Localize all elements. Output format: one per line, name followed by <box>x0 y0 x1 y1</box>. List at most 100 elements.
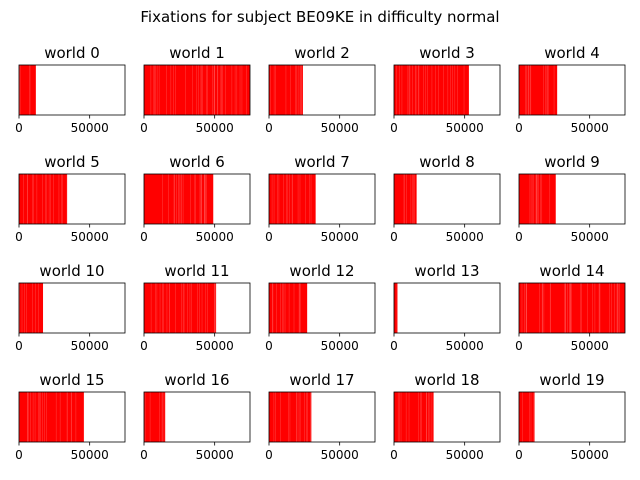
x-tick-label: 0 <box>15 448 23 462</box>
panel-world-19: world 19 0 50000 <box>515 371 626 462</box>
panel-world-10: world 10 0 50000 <box>15 262 126 353</box>
panel-title: world 8 <box>419 153 475 171</box>
axes-frame <box>18 391 126 443</box>
panel-world-7: world 7 0 50000 <box>265 153 376 244</box>
fixation-bar <box>19 392 85 442</box>
x-tick-label: 50000 <box>71 339 109 353</box>
fixation-bar <box>144 283 217 333</box>
panel-title: world 5 <box>44 153 100 171</box>
x-tick-label: 50000 <box>446 121 484 135</box>
panel-title: world 11 <box>164 262 229 280</box>
axes-frame <box>518 391 626 443</box>
axes-frame <box>18 282 126 334</box>
x-tick-label: 50000 <box>321 121 359 135</box>
panel-title: world 19 <box>539 371 604 389</box>
panel-title: world 12 <box>289 262 354 280</box>
panel-title: world 13 <box>414 262 479 280</box>
panel-title: world 14 <box>539 262 604 280</box>
x-tick-label: 0 <box>515 339 523 353</box>
x-tick-label: 0 <box>515 448 523 462</box>
panel-world-12: world 12 0 50000 <box>265 262 376 353</box>
panel-title: world 6 <box>169 153 225 171</box>
axes-frame <box>143 391 251 443</box>
fixation-bar <box>19 65 36 115</box>
panel-world-13: world 13 0 50000 <box>390 262 501 353</box>
fixation-bar <box>394 65 469 115</box>
panel-world-3: world 3 0 50000 <box>390 44 501 135</box>
panel-title: world 7 <box>294 153 350 171</box>
x-tick-label: 0 <box>15 121 23 135</box>
panel-title: world 15 <box>39 371 104 389</box>
x-tick-label: 0 <box>390 448 398 462</box>
fixation-bar <box>269 283 308 333</box>
x-tick-label: 0 <box>515 230 523 244</box>
x-tick-label: 0 <box>390 339 398 353</box>
x-tick-label: 0 <box>265 121 273 135</box>
fixation-bar <box>19 174 68 224</box>
panel-world-0: world 0 0 50000 <box>15 44 126 135</box>
axes-frame <box>268 64 376 116</box>
panel-world-16: world 16 0 50000 <box>140 371 251 462</box>
x-tick-label: 50000 <box>321 448 359 462</box>
x-tick-label: 0 <box>140 230 148 244</box>
x-tick-label: 0 <box>140 448 148 462</box>
chart-title: Fixations for subject BE09KE in difficul… <box>140 8 499 26</box>
x-tick-label: 50000 <box>571 339 609 353</box>
x-tick-label: 0 <box>140 339 148 353</box>
panel-title: world 17 <box>289 371 354 389</box>
fixation-bar <box>519 392 535 442</box>
axes-frame <box>143 282 251 334</box>
axes-frame <box>268 391 376 443</box>
panel-title: world 4 <box>544 44 600 62</box>
x-tick-label: 0 <box>15 339 23 353</box>
x-tick-label: 50000 <box>71 121 109 135</box>
axes-frame <box>393 64 501 116</box>
axes-frame <box>18 64 126 116</box>
panel-world-8: world 8 0 50000 <box>390 153 501 244</box>
panel-title: world 18 <box>414 371 479 389</box>
panel-title: world 0 <box>44 44 100 62</box>
x-tick-label: 50000 <box>571 448 609 462</box>
axes-frame <box>268 282 376 334</box>
panel-title: world 2 <box>294 44 350 62</box>
x-tick-label: 0 <box>515 121 523 135</box>
x-tick-label: 50000 <box>446 339 484 353</box>
axes-frame <box>518 64 626 116</box>
axes-frame <box>143 173 251 225</box>
fixation-bar <box>19 283 44 333</box>
x-tick-label: 0 <box>15 230 23 244</box>
axes-frame <box>268 173 376 225</box>
x-tick-label: 50000 <box>321 339 359 353</box>
x-tick-label: 50000 <box>571 121 609 135</box>
x-tick-label: 50000 <box>196 230 234 244</box>
fixation-bar <box>394 283 398 333</box>
fixation-bar <box>519 283 625 333</box>
panel-world-9: world 9 0 50000 <box>515 153 626 244</box>
panel-world-4: world 4 0 50000 <box>515 44 626 135</box>
fixation-bar <box>519 65 558 115</box>
x-tick-label: 50000 <box>71 230 109 244</box>
x-tick-label: 0 <box>390 230 398 244</box>
panel-title: world 1 <box>169 44 225 62</box>
panel-world-1: world 1 0 50000 <box>140 44 251 135</box>
axes-frame <box>393 282 501 334</box>
panel-world-15: world 15 0 50000 <box>15 371 126 462</box>
fixation-bar <box>144 392 166 442</box>
axes-frame <box>393 173 501 225</box>
x-tick-label: 0 <box>140 121 148 135</box>
fixation-bar <box>394 392 434 442</box>
x-tick-label: 50000 <box>196 339 234 353</box>
x-tick-label: 50000 <box>321 230 359 244</box>
x-tick-label: 50000 <box>196 121 234 135</box>
axes-frame <box>518 173 626 225</box>
panel-title: world 9 <box>544 153 600 171</box>
panel-world-11: world 11 0 50000 <box>140 262 251 353</box>
x-tick-label: 50000 <box>446 448 484 462</box>
panel-world-17: world 17 0 50000 <box>265 371 376 462</box>
axes-frame <box>18 173 126 225</box>
panel-world-14: world 14 0 50000 <box>515 262 626 353</box>
x-tick-label: 0 <box>265 448 273 462</box>
axes-frame <box>143 64 251 116</box>
